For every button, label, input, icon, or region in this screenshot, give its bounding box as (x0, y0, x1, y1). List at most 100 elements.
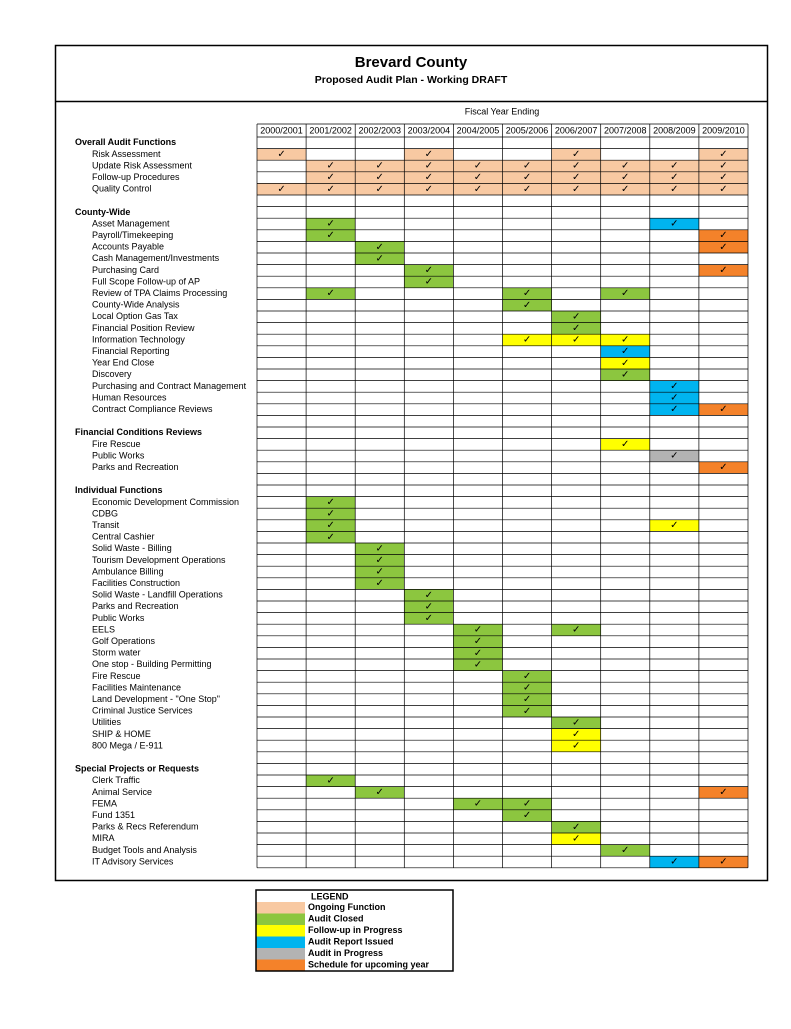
row-label: Asset Management (92, 218, 170, 228)
row-label: Quality Control (92, 184, 152, 194)
check-mark: ✓ (326, 288, 334, 299)
legend-label: Ongoing Function (308, 902, 385, 912)
check-mark: ✓ (425, 149, 433, 160)
status-cell (355, 253, 405, 265)
check-mark: ✓ (425, 590, 433, 601)
check-mark: ✓ (474, 648, 482, 659)
check-mark: ✓ (572, 149, 580, 160)
status-cell (649, 380, 699, 393)
status-cell (306, 496, 356, 509)
status-cell (649, 392, 699, 404)
status-cell (600, 357, 650, 369)
status-cell (600, 369, 650, 381)
row-label: Central Cashier (92, 532, 155, 542)
status-cell (551, 740, 601, 752)
check-mark: ✓ (719, 184, 727, 195)
check-mark: ✓ (670, 219, 678, 230)
row-label: Payroll/Timekeeping (92, 230, 173, 240)
row-label: Cash Management/Investments (92, 253, 220, 263)
status-cell (551, 833, 601, 845)
status-cell (306, 183, 356, 195)
status-cell (551, 334, 601, 346)
status-cell (649, 856, 699, 868)
status-cell (404, 276, 454, 288)
legend-label: Schedule for upcoming year (308, 960, 430, 970)
status-cell (502, 670, 552, 683)
status-cell (698, 160, 748, 172)
check-mark: ✓ (474, 799, 482, 810)
check-mark: ✓ (719, 404, 727, 415)
check-mark: ✓ (719, 149, 727, 160)
check-mark: ✓ (425, 265, 433, 276)
check-mark: ✓ (425, 601, 433, 612)
check-mark: ✓ (670, 451, 678, 462)
status-cell (306, 160, 356, 172)
row-label: CDBG (92, 508, 118, 518)
title: Brevard County (355, 54, 468, 71)
check-mark: ✓ (670, 381, 678, 392)
status-cell (355, 554, 405, 567)
row-label: Golf Operations (92, 636, 156, 646)
status-cell (502, 171, 552, 184)
status-cell (306, 519, 356, 532)
status-cell (649, 519, 699, 532)
status-cell (600, 438, 650, 451)
status-cell (551, 183, 601, 195)
check-mark: ✓ (376, 787, 384, 798)
status-cell (306, 775, 356, 787)
status-cell (306, 171, 356, 184)
status-cell (600, 287, 650, 300)
status-cell (551, 717, 601, 729)
status-cell (502, 160, 552, 172)
status-cell (649, 171, 699, 184)
check-mark: ✓ (376, 242, 384, 253)
page-border (54, 44, 769, 882)
check-mark: ✓ (277, 149, 285, 160)
check-mark: ✓ (425, 184, 433, 195)
year-header: 2009/2010 (702, 125, 745, 135)
row-label: Facilities Construction (92, 578, 180, 588)
row-label: Solid Waste - Landfill Operations (92, 590, 223, 600)
check-mark: ✓ (572, 323, 580, 334)
check-mark: ✓ (523, 799, 531, 810)
check-mark: ✓ (719, 230, 727, 241)
check-mark: ✓ (523, 694, 531, 705)
status-cell (649, 160, 699, 172)
status-cell (698, 856, 748, 868)
row-label: Financial Position Review (92, 323, 195, 333)
row-label: Risk Assessment (92, 149, 161, 159)
status-cell (502, 809, 552, 822)
legend-swatch (256, 902, 305, 914)
status-cell (453, 183, 503, 195)
status-cell (649, 183, 699, 195)
row-label: Economic Development Commission (92, 497, 239, 507)
status-cell (600, 345, 650, 358)
check-mark: ✓ (425, 277, 433, 288)
check-mark: ✓ (523, 300, 531, 311)
check-mark: ✓ (572, 184, 580, 195)
check-mark: ✓ (326, 161, 334, 172)
check-mark: ✓ (523, 683, 531, 694)
check-mark: ✓ (326, 509, 334, 520)
row-label: Fund 1351 (92, 810, 135, 820)
check-mark: ✓ (719, 172, 727, 183)
row-label: Tourism Development Operations (92, 555, 226, 565)
check-mark: ✓ (326, 775, 334, 786)
row-label: Human Resources (92, 392, 167, 402)
status-cell (355, 241, 405, 253)
status-cell (306, 531, 356, 543)
row-label: IT Advisory Services (92, 856, 174, 866)
year-header: 2007/2008 (604, 125, 647, 135)
status-cell (502, 334, 552, 346)
row-label: Information Technology (92, 334, 185, 344)
check-mark: ✓ (425, 172, 433, 183)
status-cell (698, 264, 748, 277)
check-mark: ✓ (376, 555, 384, 566)
status-cell (551, 160, 601, 172)
status-cell (502, 287, 552, 300)
status-cell (355, 160, 405, 172)
check-mark: ✓ (474, 172, 482, 183)
check-mark: ✓ (621, 288, 629, 299)
status-cell (404, 264, 454, 277)
